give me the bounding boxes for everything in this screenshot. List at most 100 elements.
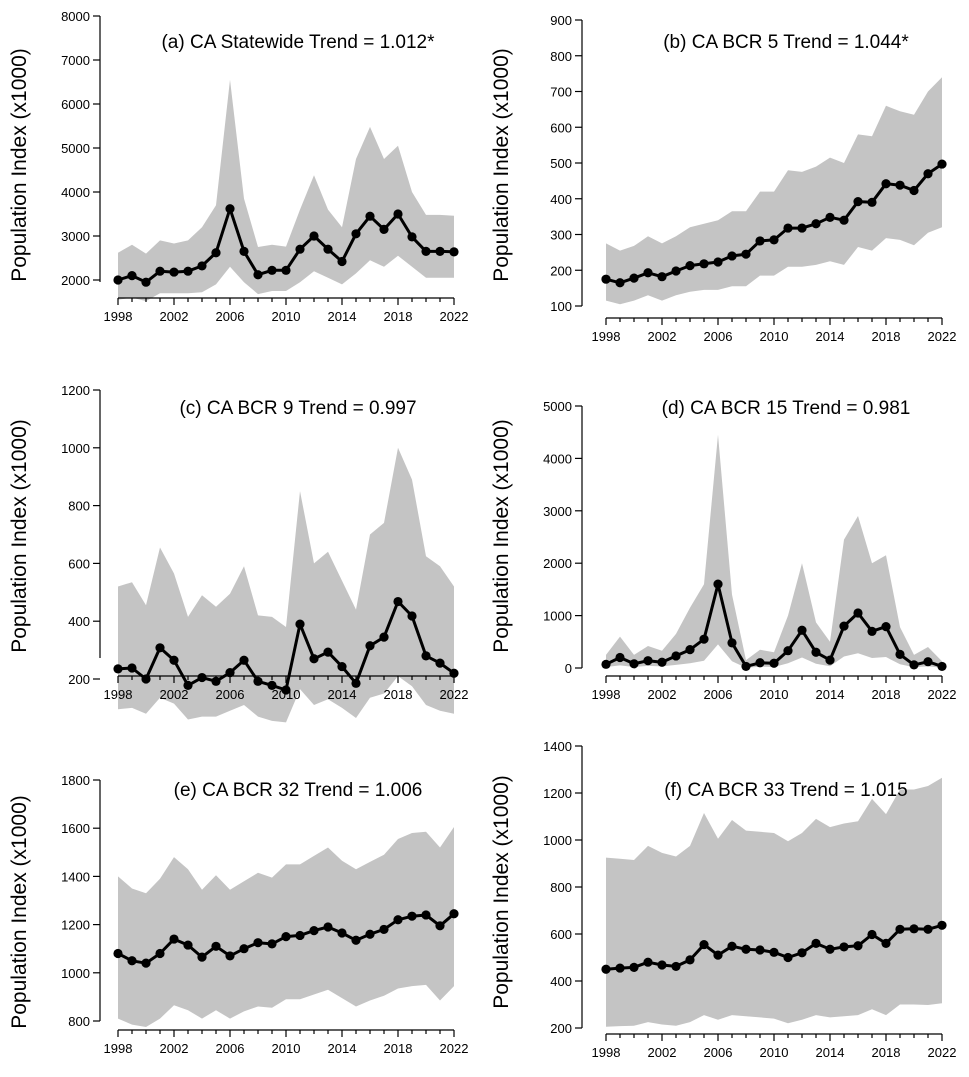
data-point — [379, 224, 389, 234]
data-point — [615, 963, 625, 973]
data-point — [825, 212, 835, 222]
y-tick-label: 5000 — [61, 141, 90, 156]
y-tick-label: 500 — [550, 156, 572, 171]
x-tick-label: 2006 — [216, 1041, 245, 1056]
data-point — [769, 235, 779, 245]
data-point — [937, 159, 947, 169]
data-point — [141, 958, 151, 968]
data-point — [741, 249, 751, 259]
x-tick-label: 2002 — [160, 1041, 189, 1056]
y-tick-label: 200 — [550, 1021, 572, 1036]
data-point — [937, 920, 947, 930]
x-tick-label: 1998 — [592, 1045, 621, 1060]
data-point — [881, 179, 891, 189]
y-tick-label: 1000 — [543, 833, 572, 848]
chart-title: (e) CA BCR 32 Trend = 1.006 — [174, 780, 423, 801]
chart-panel-2: 100 200 300 400 500 600 700 800 900 1998 2002 2006 2… — [490, 13, 956, 344]
x-tick-label: 2022 — [928, 329, 957, 344]
data-point — [449, 668, 459, 678]
data-point — [393, 915, 403, 925]
data-point — [365, 929, 375, 939]
data-point — [657, 960, 667, 970]
data-point — [839, 215, 849, 225]
confidence-band — [118, 447, 454, 723]
y-tick-label: 1600 — [61, 821, 90, 836]
data-point — [393, 209, 403, 219]
data-point — [435, 658, 445, 668]
data-point — [783, 223, 793, 233]
data-point — [755, 945, 765, 955]
x-tick-label: 2014 — [328, 309, 357, 324]
y-tick-label: 1400 — [543, 739, 572, 754]
chart-panel-6: 200 400 600 800 1000 1200 1400 1998 2002 2006 2010… — [490, 739, 956, 1060]
data-point — [309, 926, 319, 936]
y-tick-label: 4000 — [61, 185, 90, 200]
data-point — [825, 655, 835, 665]
data-point — [183, 680, 193, 690]
data-point — [895, 180, 905, 190]
data-point — [281, 685, 291, 695]
data-point — [407, 911, 417, 921]
data-point — [127, 956, 137, 966]
data-point — [881, 938, 891, 949]
data-point — [323, 244, 333, 254]
x-tick-label: 2010 — [760, 1045, 789, 1060]
y-tick-label: 6000 — [61, 97, 90, 112]
data-point — [197, 952, 207, 962]
y-tick-label: 800 — [550, 49, 572, 64]
x-tick-label: 2018 — [872, 1045, 901, 1060]
data-point — [713, 257, 723, 267]
chart-panel-5: 800 1000 1200 1400 1600 1800 1998 2002 2006 2010 2… — [8, 773, 468, 1056]
data-point — [351, 935, 361, 945]
data-point — [295, 930, 305, 941]
x-tick-label: 2014 — [328, 687, 357, 702]
data-point — [867, 929, 877, 940]
data-point — [113, 275, 123, 285]
y-axis-label: Population Index (x1000) — [490, 419, 513, 653]
data-point — [309, 654, 319, 664]
data-point — [169, 267, 179, 277]
data-point — [727, 638, 737, 648]
data-point — [643, 268, 653, 278]
data-point — [169, 934, 179, 944]
data-point — [769, 947, 779, 957]
y-tick-label: 1200 — [543, 786, 572, 801]
data-point — [379, 924, 389, 935]
data-point — [629, 273, 639, 283]
y-tick-label: 5000 — [543, 399, 572, 414]
data-point — [839, 942, 849, 952]
y-tick-label: 1400 — [61, 869, 90, 884]
y-tick-label: 3000 — [61, 229, 90, 244]
data-point — [323, 647, 333, 657]
y-axis-label: Population Index (x1000) — [8, 419, 31, 653]
data-point — [155, 948, 165, 959]
y-tick-label: 8000 — [61, 9, 90, 24]
confidence-band — [606, 434, 942, 668]
x-tick-label: 2006 — [704, 329, 733, 344]
data-point — [657, 657, 667, 667]
data-point — [853, 197, 863, 207]
confidence-band — [606, 77, 942, 305]
data-point — [867, 626, 877, 636]
confidence-band — [118, 79, 454, 302]
confidence-band — [118, 827, 454, 1027]
data-point — [449, 247, 459, 257]
data-point — [113, 948, 123, 959]
chart-panel-1: 2000 3000 4000 5000 6000 7000 8000 1998 2002 2006… — [8, 9, 468, 324]
x-tick-label: 2002 — [648, 687, 677, 702]
data-point — [337, 661, 347, 672]
y-tick-label: 800 — [68, 1014, 90, 1029]
data-point — [295, 619, 305, 629]
x-tick-label: 2014 — [328, 1041, 357, 1056]
x-tick-label: 2014 — [816, 687, 845, 702]
data-point — [657, 272, 667, 282]
x-tick-label: 2010 — [760, 329, 789, 344]
chart-panel-4: 0 1000 2000 3000 4000 5000 1998 2002 2006 2010 201… — [490, 398, 956, 702]
data-point — [337, 256, 347, 267]
y-tick-label: 800 — [550, 880, 572, 895]
x-tick-label: 2018 — [384, 1041, 413, 1056]
data-point — [671, 961, 681, 972]
x-tick-label: 2022 — [440, 1041, 469, 1056]
data-point — [769, 658, 779, 668]
data-point — [365, 641, 375, 651]
